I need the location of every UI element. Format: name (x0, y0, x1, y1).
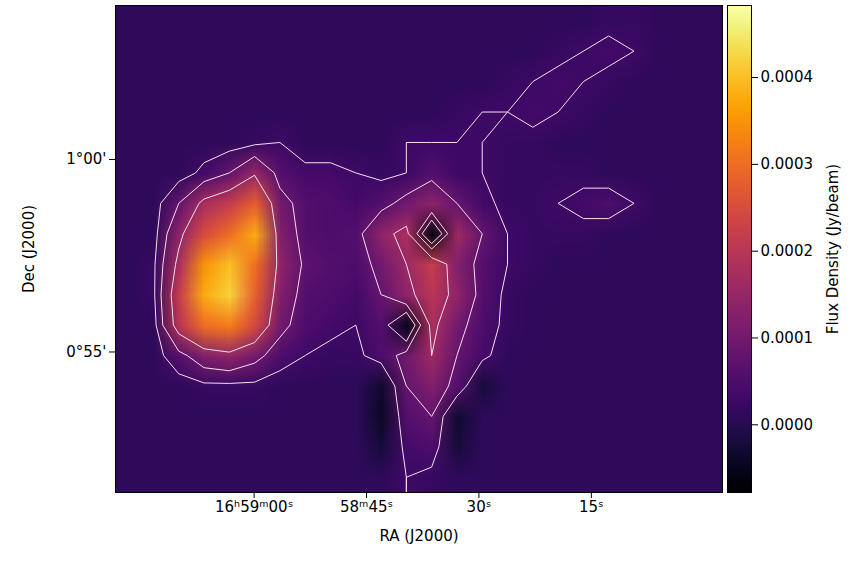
svg-text:Flux Density (Jy/beam): Flux Density (Jy/beam) (824, 164, 842, 334)
svg-text:15ˢ: 15ˢ (579, 498, 604, 516)
svg-text:16ʰ59ᵐ00ˢ: 16ʰ59ᵐ00ˢ (215, 498, 293, 516)
svg-text:1°00': 1°00' (66, 150, 106, 168)
svg-text:RA (J2000): RA (J2000) (379, 527, 458, 545)
svg-text:Dec (J2000): Dec (J2000) (20, 205, 38, 293)
svg-text:0.0002: 0.0002 (761, 242, 814, 260)
svg-text:58ᵐ45ˢ: 58ᵐ45ˢ (340, 498, 393, 516)
svg-text:0.0000: 0.0000 (761, 416, 814, 434)
svg-text:0.0004: 0.0004 (761, 68, 814, 86)
svg-text:30ˢ: 30ˢ (467, 498, 492, 516)
svg-text:0.0003: 0.0003 (761, 155, 814, 173)
svg-text:0°55': 0°55' (66, 343, 106, 361)
svg-text:0.0001: 0.0001 (761, 329, 814, 347)
